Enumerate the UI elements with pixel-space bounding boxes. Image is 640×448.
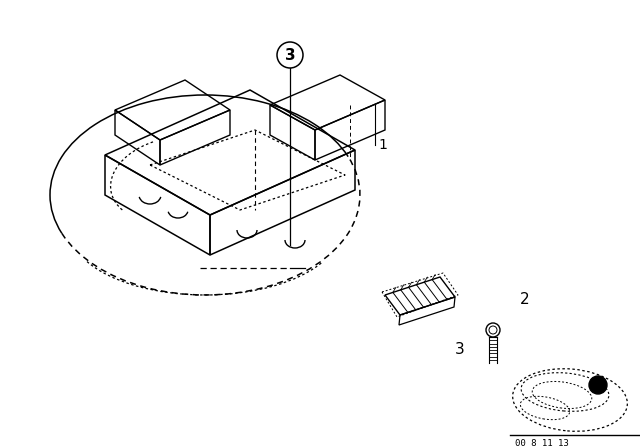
Text: 2: 2 (520, 293, 530, 307)
Circle shape (589, 376, 607, 394)
Text: 3: 3 (455, 343, 465, 358)
Text: 1: 1 (378, 138, 387, 152)
Circle shape (277, 42, 303, 68)
Text: 00 8 11 13: 00 8 11 13 (515, 439, 569, 448)
Text: 3: 3 (285, 47, 295, 63)
